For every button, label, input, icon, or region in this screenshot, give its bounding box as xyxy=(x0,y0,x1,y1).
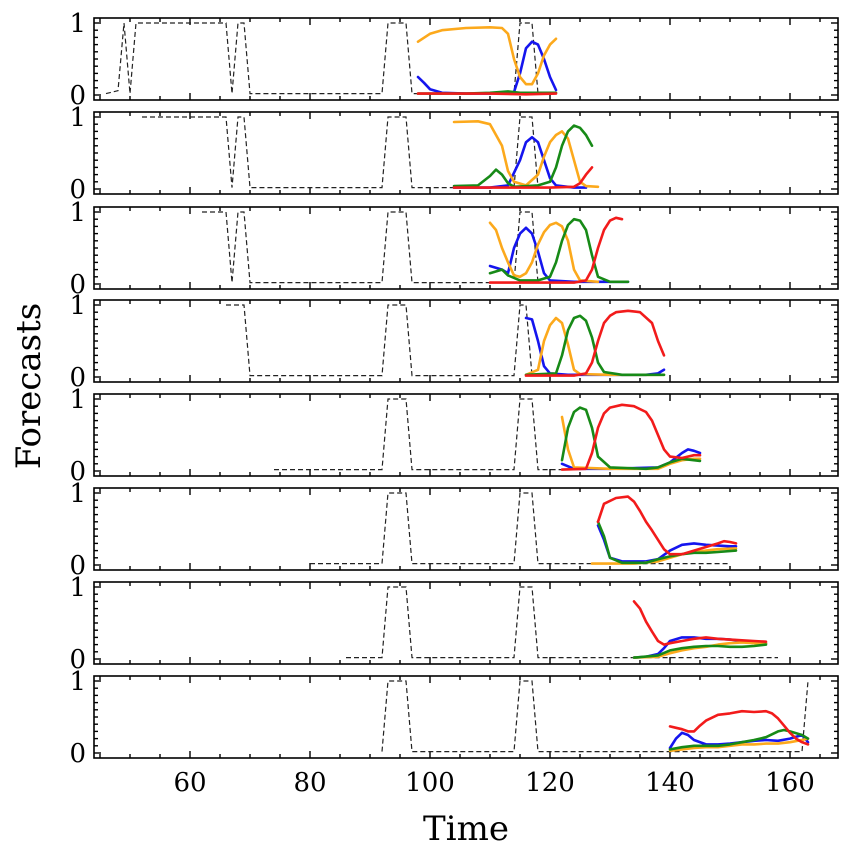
y-tick-label: 1 xyxy=(69,198,86,228)
series-red-line xyxy=(524,309,666,377)
series-orange-line xyxy=(416,26,558,86)
panel-frame xyxy=(93,17,839,101)
series-red-line xyxy=(416,92,558,96)
series-orange-line xyxy=(452,120,600,189)
series-green-line xyxy=(488,217,630,284)
panel-4: 01 xyxy=(69,291,839,393)
panel-frame xyxy=(93,393,839,477)
series-orange-line xyxy=(488,221,600,284)
series-green-line xyxy=(452,124,594,189)
series-orange-line xyxy=(560,415,702,471)
panel-2: 01 xyxy=(69,103,839,205)
y-tick-label: 0 xyxy=(69,81,86,111)
panel-frame xyxy=(93,581,839,665)
series-green-line xyxy=(560,406,702,471)
series-orange-line xyxy=(524,316,666,377)
panel-7: 01 xyxy=(69,573,839,675)
y-tick-label: 1 xyxy=(69,667,86,697)
panel-frame xyxy=(93,299,839,383)
y-axis-title: Forecasts xyxy=(9,303,49,469)
series-orange-line xyxy=(668,737,810,753)
x-tick-label: 160 xyxy=(765,768,815,798)
y-tick-label: 1 xyxy=(69,103,86,133)
reference-line xyxy=(202,211,550,284)
panel-5: 01 xyxy=(69,385,839,487)
y-tick-label: 0 xyxy=(69,175,86,205)
panel-frame xyxy=(93,206,839,290)
series-red-line xyxy=(488,216,624,284)
y-tick-label: 0 xyxy=(69,551,86,581)
series-green-line xyxy=(632,643,768,659)
series-green-line xyxy=(596,520,738,565)
reference-line xyxy=(310,492,730,565)
panel-8: 01 xyxy=(69,667,839,769)
reference-line xyxy=(142,116,550,189)
panel-6: 01 xyxy=(69,479,839,581)
y-tick-label: 0 xyxy=(69,270,86,300)
y-tick-label: 1 xyxy=(69,9,86,39)
panel-3: 01 xyxy=(69,198,839,300)
panel-1: 01 xyxy=(69,9,839,111)
y-tick-label: 0 xyxy=(69,645,86,675)
x-axis-title: Time xyxy=(423,809,509,849)
y-tick-label: 1 xyxy=(69,573,86,603)
x-tick-label: 60 xyxy=(173,768,206,798)
y-tick-label: 1 xyxy=(69,479,86,509)
x-tick-labels: 60 80 100 120 140 160 xyxy=(173,768,814,798)
series-red-line xyxy=(596,495,738,556)
reference-line xyxy=(274,398,574,471)
series-green-line xyxy=(524,314,666,377)
series-blue-line xyxy=(452,135,588,189)
series-red-line xyxy=(452,166,594,189)
y-tick-label: 1 xyxy=(69,385,86,415)
x-tick-label: 120 xyxy=(525,768,575,798)
x-tick-label: 140 xyxy=(645,768,695,798)
y-tick-label: 1 xyxy=(69,291,86,321)
panel-frame xyxy=(93,487,839,571)
x-tick-label: 100 xyxy=(405,768,455,798)
series-red-line xyxy=(560,403,702,471)
series-red-line xyxy=(632,600,768,646)
y-tick-label: 0 xyxy=(69,739,86,769)
y-tick-label: 0 xyxy=(69,363,86,393)
series-red-line xyxy=(668,709,810,746)
x-tick-label: 80 xyxy=(293,768,326,798)
reference-line xyxy=(226,304,550,377)
y-tick-label: 0 xyxy=(69,457,86,487)
panel-frame xyxy=(93,111,839,195)
reference-line xyxy=(105,22,550,95)
